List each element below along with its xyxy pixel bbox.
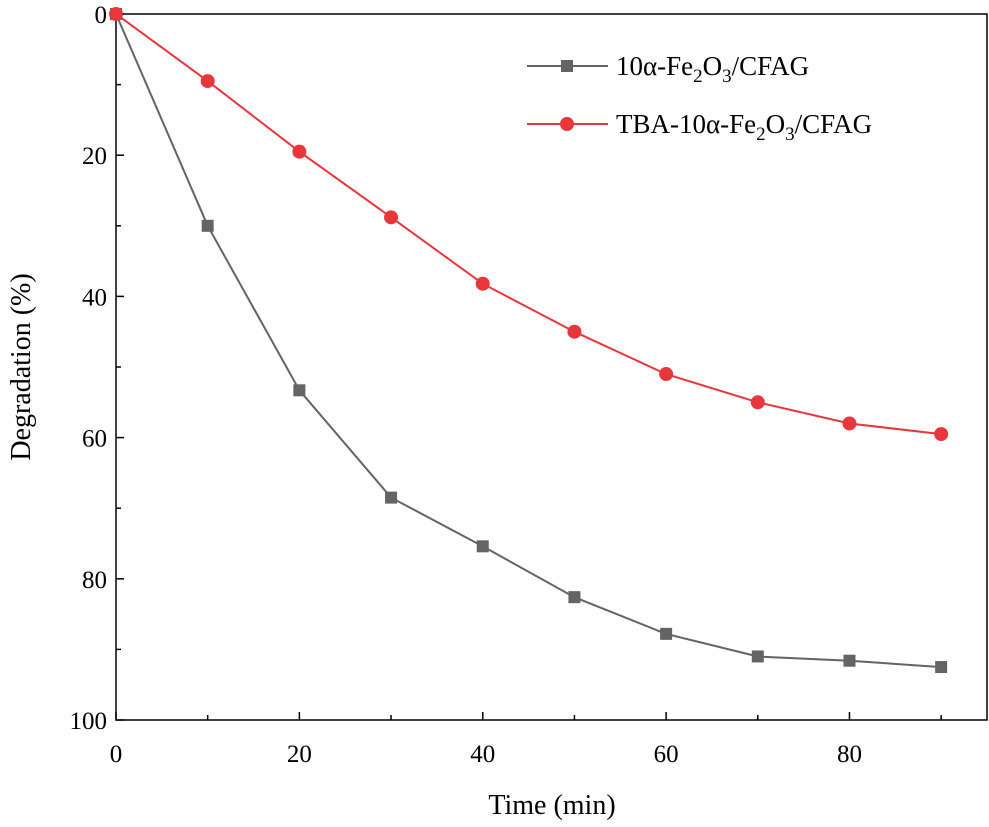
data-point (660, 627, 673, 640)
y-tick-label: 100 (70, 708, 108, 735)
legend-marker (560, 117, 574, 131)
data-point (293, 384, 306, 397)
legend-entry: TBA-10α-Fe2O3/CFAG (527, 109, 872, 145)
x-tick-label: 80 (837, 741, 862, 768)
legend-text-part: O (703, 51, 723, 81)
legend-text-part: /CFAG (795, 109, 873, 139)
y-tick-label: 0 (95, 2, 108, 29)
x-tick-label: 0 (110, 741, 123, 768)
data-point (385, 491, 398, 504)
legend-text-part: O (766, 109, 786, 139)
y-axis-title: Degradation (%) (6, 273, 37, 460)
data-point (109, 7, 123, 21)
data-point (476, 540, 489, 553)
x-tick-label: 60 (654, 741, 679, 768)
legend-subscript: 3 (722, 66, 732, 87)
data-point (935, 661, 948, 674)
series-layer (109, 7, 949, 674)
data-point (843, 654, 856, 667)
data-point (842, 416, 857, 431)
data-point (201, 219, 214, 232)
data-point (659, 367, 674, 382)
data-point (292, 144, 307, 159)
data-point (475, 276, 490, 291)
y-tick-label: 80 (82, 567, 107, 594)
legend-subscript: 3 (785, 124, 795, 145)
legend-subscript: 2 (693, 66, 703, 87)
data-point (200, 74, 215, 89)
series-line (115, 13, 942, 669)
data-point (567, 324, 582, 339)
x-tick-label: 20 (287, 741, 312, 768)
legend-label: TBA-10α-Fe2O3/CFAG (616, 109, 872, 145)
legend-label: 10α-Fe2O3/CFAG (616, 51, 809, 87)
x-axis-title: Time (min) (488, 790, 615, 821)
series-tba-fe2o3-cfag (109, 7, 949, 442)
y-tick-label: 40 (82, 284, 107, 311)
series-line (115, 13, 942, 436)
data-point (750, 395, 765, 410)
legend-entry: 10α-Fe2O3/CFAG (527, 51, 809, 87)
legend-marker (561, 60, 573, 72)
data-point (384, 210, 399, 225)
data-point (934, 427, 949, 442)
legend-subscript: 2 (756, 124, 766, 145)
legend-text-part: /CFAG (732, 51, 810, 81)
legend-text-part: 10α-Fe (616, 51, 693, 81)
y-tick-label: 20 (82, 143, 107, 170)
data-point (751, 650, 764, 663)
series-fe2o3-cfag (110, 8, 948, 674)
x-tick-label: 40 (470, 741, 495, 768)
legend-text-part: TBA-10α-Fe (616, 109, 756, 139)
y-tick-label: 60 (82, 426, 107, 453)
data-point (568, 591, 581, 604)
